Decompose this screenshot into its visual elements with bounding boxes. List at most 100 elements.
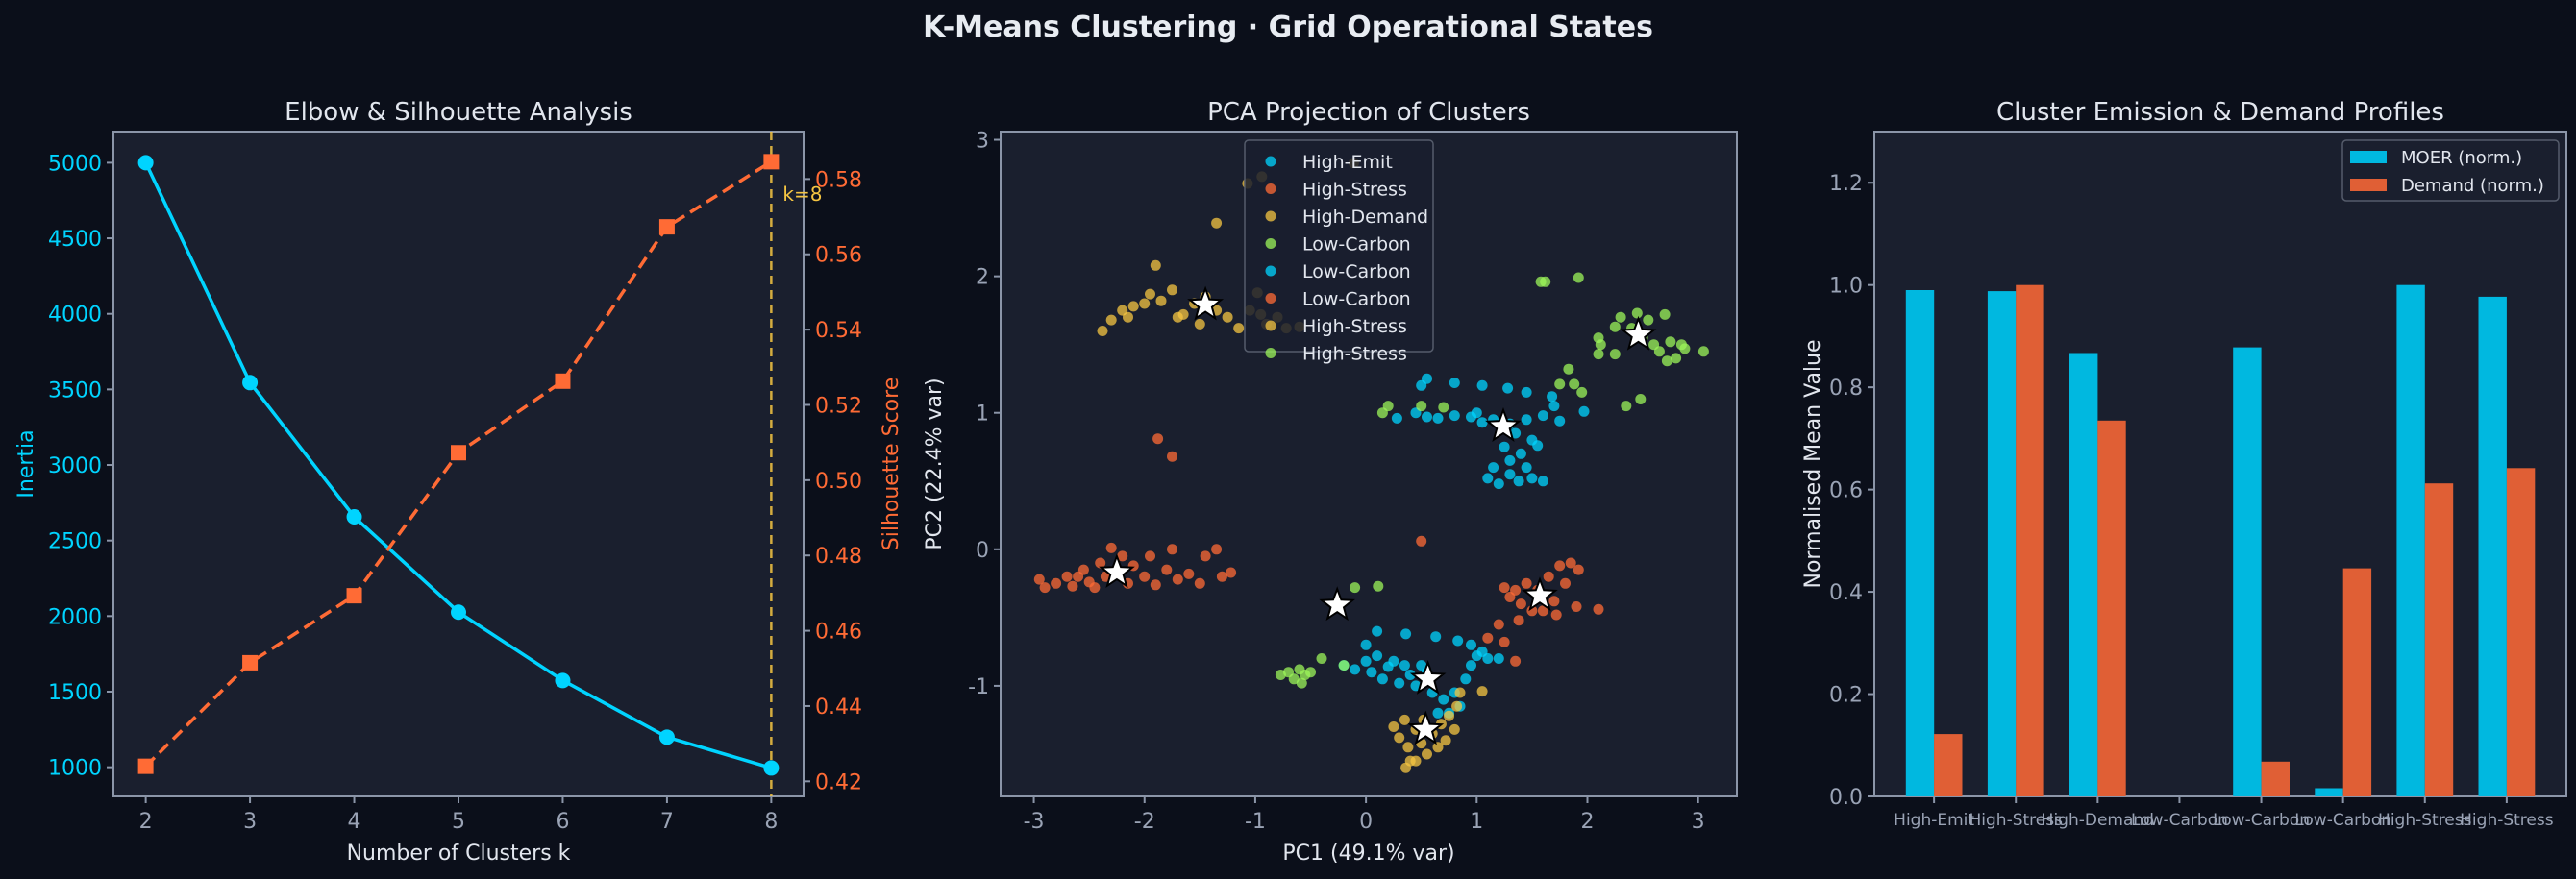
centroid-star-marker bbox=[1620, 315, 1657, 351]
elbow-silhouette-panel: Elbow & Silhouette Analysis 2 3 4 5 6 7 8 1000 15… bbox=[14, 98, 904, 866]
legend-label: High-Emit bbox=[1302, 152, 1393, 173]
y-tick-label: 3 bbox=[976, 130, 989, 154]
scatter-point bbox=[1438, 694, 1449, 705]
moer-bar bbox=[2315, 788, 2343, 796]
scatter-point bbox=[1440, 735, 1451, 746]
scatter-point bbox=[1172, 574, 1183, 585]
scatter-point bbox=[1550, 609, 1562, 621]
scatter-point bbox=[1139, 298, 1151, 309]
scatter-point bbox=[1452, 635, 1464, 647]
scatter-point bbox=[1697, 346, 1709, 357]
pca-scatter-panel: PCA Projection of Clusters -3 -2 -1 0 1 2 3 -1 0 1… bbox=[923, 98, 1738, 866]
silhouette-point bbox=[658, 219, 675, 235]
centroid-star-marker bbox=[1485, 407, 1522, 443]
scatter-point bbox=[1438, 402, 1449, 413]
x-tick-label: High-Emit bbox=[1894, 811, 1974, 830]
y-tick-label: -1 bbox=[968, 675, 989, 699]
silhouette-point bbox=[242, 654, 259, 671]
y-tick-label-silhouette: 0.46 bbox=[815, 621, 862, 645]
scatter-point bbox=[1548, 596, 1560, 607]
legend-swatch bbox=[2350, 151, 2387, 163]
y-tick-label-inertia: 4500 bbox=[48, 228, 102, 252]
scatter-point bbox=[1502, 382, 1514, 394]
y-tick-label: 0 bbox=[976, 539, 989, 563]
legend-label: Low-Carbon bbox=[1302, 261, 1411, 282]
x-tick-label: 3 bbox=[243, 810, 257, 834]
inertia-point bbox=[763, 760, 780, 776]
scatter-point bbox=[1167, 284, 1177, 296]
scatter-point bbox=[1338, 660, 1350, 671]
y-tick-label-silhouette: 0.58 bbox=[815, 168, 862, 192]
scatter-point bbox=[1402, 742, 1414, 753]
scatter-point bbox=[1493, 478, 1504, 490]
scatter-point bbox=[1444, 710, 1454, 721]
scatter-point bbox=[1537, 476, 1548, 487]
scatter-point bbox=[1400, 762, 1412, 773]
moer-bar bbox=[2233, 347, 2262, 796]
demand-bar bbox=[2097, 420, 2126, 796]
x-tick-label: 1 bbox=[1470, 810, 1483, 834]
x-axis-label: Number of Clusters k bbox=[347, 842, 571, 866]
y-tick-label: 0.6 bbox=[1829, 479, 1863, 503]
scatter-point bbox=[1117, 550, 1128, 562]
y-tick-label: 1 bbox=[976, 403, 989, 427]
scatter-point bbox=[1499, 582, 1510, 594]
optimal-k-label: k=8 bbox=[782, 183, 822, 206]
x-tick-label: High-Demand bbox=[2042, 811, 2154, 830]
x-tick-label: Low-Carbon bbox=[2294, 811, 2391, 830]
scatter-point bbox=[1510, 427, 1522, 439]
y-tick-label: 0.4 bbox=[1829, 581, 1863, 605]
scatter-point bbox=[1432, 742, 1444, 753]
scatter-point bbox=[1145, 550, 1155, 562]
scatter-point bbox=[1152, 433, 1164, 445]
scatter-point bbox=[1635, 394, 1647, 404]
scatter-point bbox=[1631, 307, 1643, 319]
scatter-point bbox=[1571, 601, 1582, 612]
scatter-point bbox=[1521, 414, 1532, 426]
scatter-point bbox=[1399, 714, 1410, 725]
x-tick-label: High-Stress bbox=[2460, 811, 2554, 830]
silhouette-point bbox=[555, 373, 571, 389]
x-tick-label: 2 bbox=[1580, 810, 1594, 834]
scatter-point bbox=[1061, 571, 1073, 582]
y-tick-label-silhouette: 0.42 bbox=[815, 770, 862, 794]
figure-title: K-Means Clustering · Grid Operational St… bbox=[923, 11, 1653, 44]
scatter-point bbox=[1653, 346, 1665, 357]
scatter-point bbox=[1515, 598, 1526, 610]
scatter-point bbox=[1233, 323, 1245, 334]
scatter-point bbox=[1547, 391, 1558, 403]
moer-bar bbox=[2069, 353, 2098, 796]
demand-bar bbox=[2016, 284, 2044, 796]
y-tick-label: 1.2 bbox=[1829, 172, 1863, 196]
moer-bar bbox=[1905, 290, 1935, 796]
inertia-point bbox=[346, 508, 362, 525]
scatter-point bbox=[1155, 295, 1167, 306]
scatter-point bbox=[1183, 568, 1195, 579]
scatter-point bbox=[1105, 542, 1117, 553]
y-tick-label-inertia: 4000 bbox=[48, 304, 102, 328]
scatter-point bbox=[1394, 732, 1405, 744]
scatter-point bbox=[1416, 535, 1427, 547]
scatter-point bbox=[1504, 469, 1516, 480]
x-tick-label: 5 bbox=[452, 810, 465, 834]
inertia-point bbox=[555, 672, 571, 689]
y-tick-label: 1.0 bbox=[1829, 275, 1863, 299]
scatter-point bbox=[1449, 410, 1460, 422]
x-tick-label: 6 bbox=[556, 810, 569, 834]
centroid-star-marker bbox=[1099, 553, 1135, 589]
profile-title: Cluster Emission & Demand Profiles bbox=[1996, 98, 2444, 127]
scatter-point bbox=[1609, 349, 1621, 360]
scatter-point bbox=[1316, 653, 1327, 664]
scatter-point bbox=[1476, 417, 1488, 428]
scatter-point bbox=[1554, 415, 1566, 427]
scatter-point bbox=[1451, 700, 1463, 712]
legend-label: Demand (norm.) bbox=[2401, 176, 2544, 196]
scatter-point bbox=[1499, 636, 1510, 647]
scatter-point bbox=[1510, 584, 1522, 596]
x-tick-label: Low-Carbon bbox=[2213, 811, 2310, 830]
scatter-point bbox=[1123, 311, 1133, 323]
scatter-point bbox=[1573, 272, 1584, 283]
scatter-point bbox=[1488, 462, 1499, 474]
scatter-point bbox=[1493, 653, 1504, 664]
